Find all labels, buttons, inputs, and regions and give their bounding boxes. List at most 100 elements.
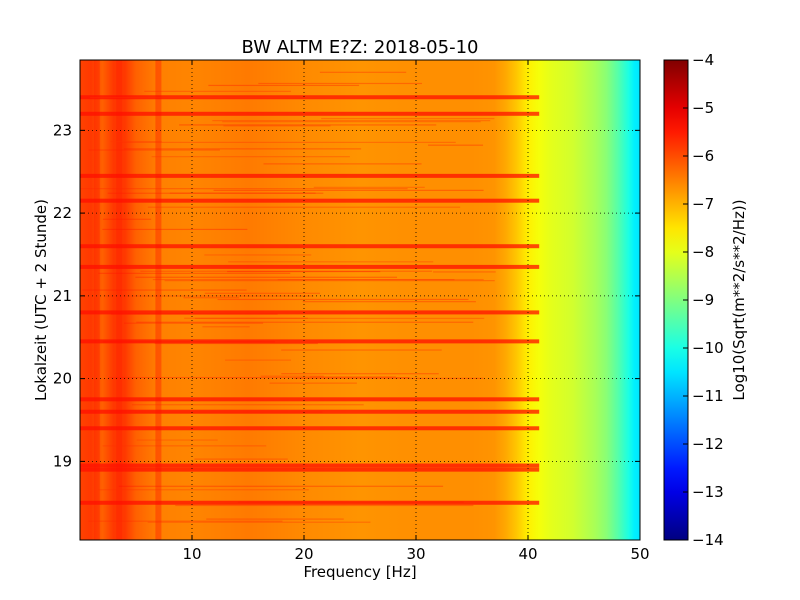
texture-line	[102, 218, 152, 220]
texture-line	[204, 254, 312, 256]
texture-line	[140, 270, 432, 272]
texture-line	[82, 289, 247, 291]
x-axis-ticks: 10 20 30 40 50	[182, 60, 650, 563]
texture-line	[222, 121, 481, 123]
texture-line	[107, 192, 324, 194]
y-axis-ticks: 19 20 21 22 23	[53, 121, 640, 470]
y-tick-label: 22	[53, 204, 72, 222]
time-band	[80, 409, 540, 414]
colorbar-ticks: −4 −5 −6 −7 −8 −9 −10 −11 −12 −13 −14	[683, 51, 724, 549]
spectrogram-base	[80, 60, 640, 540]
time-band	[80, 95, 540, 100]
texture-line	[120, 141, 456, 143]
texture-line	[309, 376, 396, 378]
texture-line	[154, 342, 318, 345]
time-band	[80, 397, 540, 402]
texture-line	[202, 326, 250, 328]
texture-line	[136, 321, 474, 323]
texture-line	[208, 84, 360, 87]
time-band	[80, 500, 540, 505]
texture-line	[102, 341, 275, 343]
x-tick-label: 10	[182, 545, 201, 563]
texture-line	[277, 278, 484, 281]
texture-line	[260, 375, 324, 377]
grid-lines	[80, 60, 640, 540]
texture-line	[269, 382, 357, 384]
x-tick-label: 30	[406, 545, 425, 563]
time-band	[80, 463, 540, 468]
texture-line	[131, 404, 364, 406]
texture-line	[80, 188, 408, 190]
texture-line	[118, 485, 444, 487]
texture-line	[319, 71, 407, 73]
texture-line	[88, 520, 283, 522]
texture-line	[237, 501, 464, 503]
texture-line	[134, 411, 323, 413]
texture-line	[184, 317, 308, 319]
time-band	[80, 244, 540, 249]
texture-line	[111, 313, 278, 315]
time-band	[80, 426, 540, 431]
colorbar-tick-label: −4	[692, 51, 714, 69]
colorbar-tick-label: −7	[692, 195, 714, 213]
time-band	[80, 111, 540, 116]
texture-line	[213, 189, 484, 191]
texture-line	[204, 292, 320, 294]
colorbar-tick-label: −13	[692, 483, 724, 501]
texture-line	[164, 280, 495, 282]
texture-line	[194, 458, 288, 460]
x-tick-label: 40	[518, 545, 537, 563]
texture-line	[110, 140, 162, 143]
texture-line	[263, 163, 422, 165]
frequency-stripe	[93, 60, 100, 540]
colorbar-tick-label: −12	[692, 435, 724, 453]
time-band	[80, 467, 540, 472]
time-band	[80, 339, 540, 344]
texture-line	[281, 373, 439, 375]
noise-texture	[80, 71, 496, 523]
x-tick-label: 20	[294, 545, 313, 563]
spectrogram-area	[80, 60, 640, 540]
time-band	[80, 264, 540, 269]
texture-line	[98, 489, 309, 491]
plot-frame	[79, 59, 641, 541]
texture-line	[227, 270, 381, 273]
texture-line	[223, 125, 331, 127]
colorbar-label: Log10(Sqrt(m**2/s**2/Hz))	[730, 199, 748, 400]
texture-line	[225, 359, 292, 361]
frequency-stripe	[155, 60, 162, 540]
x-tick-label: 50	[630, 545, 649, 563]
texture-line	[302, 301, 476, 303]
colorbar-tick-label: −6	[692, 147, 714, 165]
y-tick-label: 20	[53, 370, 72, 388]
colorbar: −4 −5 −6 −7 −8 −9 −10 −11 −12 −13 −14 Log10(Sqrt(m…	[663, 51, 748, 549]
chart-title: BW ALTM E?Z: 2018-05-10	[242, 37, 479, 58]
colorbar-tick-label: −14	[692, 531, 724, 549]
texture-line	[108, 376, 410, 379]
texture-line	[195, 317, 485, 320]
time-band	[80, 198, 540, 203]
time-bands	[80, 95, 540, 505]
texture-line	[88, 149, 220, 151]
y-tick-label: 23	[53, 121, 72, 139]
colorbar-tick-label: −10	[692, 339, 724, 357]
texture-line	[151, 156, 350, 158]
texture-line	[98, 272, 291, 274]
texture-line	[183, 297, 240, 299]
vertical-stripes	[93, 60, 162, 540]
texture-line	[179, 124, 437, 126]
texture-line	[135, 276, 398, 278]
colorbar-tick-label: −8	[692, 243, 714, 261]
texture-line	[136, 439, 218, 441]
texture-line	[102, 445, 267, 447]
texture-line	[102, 228, 248, 231]
colorbar-tick-label: −9	[692, 291, 714, 309]
frequency-stripe	[116, 60, 123, 540]
texture-line	[228, 261, 434, 263]
texture-line	[281, 349, 442, 351]
texture-line	[136, 174, 442, 176]
texture-line	[169, 192, 316, 194]
y-tick-label: 21	[53, 287, 72, 305]
texture-line	[313, 186, 425, 188]
